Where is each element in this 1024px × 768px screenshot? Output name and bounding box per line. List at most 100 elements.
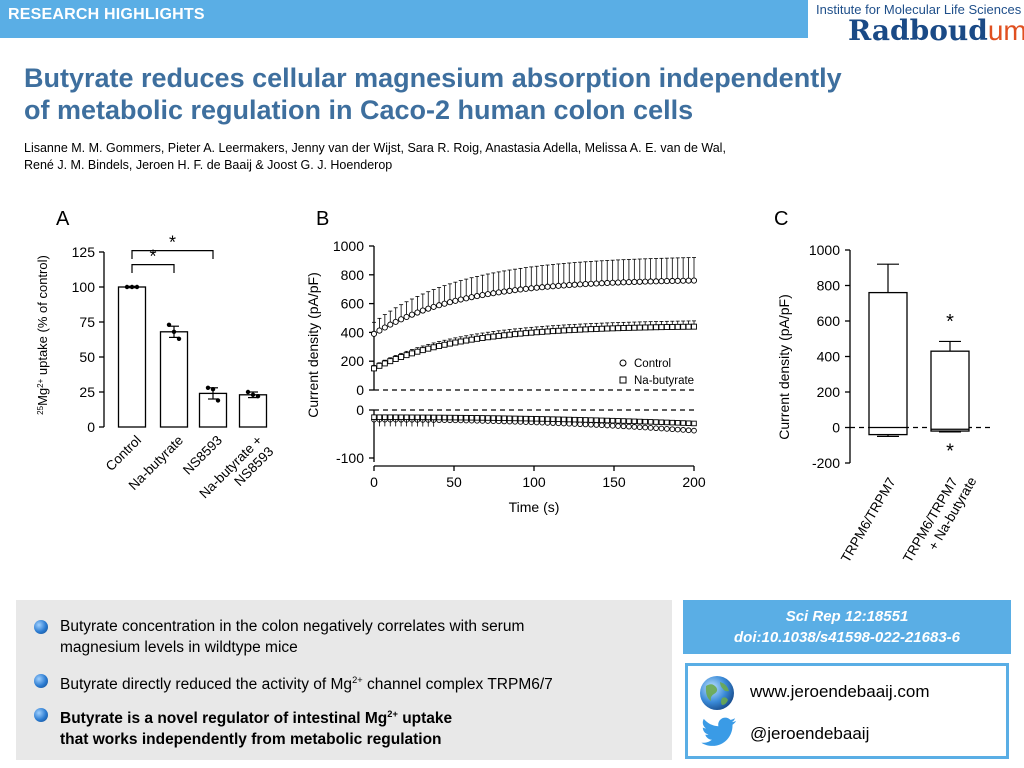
twitter-handle[interactable]: @jeroendebaaij <box>750 724 870 743</box>
data-point-butyrate <box>387 358 394 365</box>
data-point-butyrate <box>495 332 502 339</box>
data-point-butyrate <box>587 326 594 333</box>
data-point-butyrate <box>484 334 491 341</box>
data-point-control <box>414 309 421 316</box>
data-point-control <box>685 277 692 284</box>
highlight-sup: 2+ <box>387 709 398 719</box>
data-point-butyrate <box>669 324 676 330</box>
data-point-control <box>544 283 551 290</box>
bullet-icon <box>34 620 48 634</box>
y-tick-label: 600 <box>341 296 365 312</box>
data-point-control <box>680 427 687 433</box>
y-tick-label: 125 <box>72 244 96 260</box>
significance-star: * <box>946 441 954 463</box>
data-point-control <box>441 300 448 307</box>
data-point-butyrate <box>463 337 470 344</box>
website-link[interactable]: www.jeroendebaaij.com <box>750 682 930 701</box>
data-point <box>250 392 256 397</box>
data-point-control <box>691 427 697 434</box>
data-point-control <box>636 278 643 285</box>
data-point-butyrate <box>425 414 431 421</box>
data-point <box>255 394 261 399</box>
data-point-control <box>582 281 589 288</box>
y-tick-label: -100 <box>336 450 364 466</box>
y-tick-label: 1000 <box>809 242 840 258</box>
y-tick-label: 400 <box>817 349 841 365</box>
data-point-control <box>387 321 394 328</box>
authors-line2: René J. M. Bindels, Jeroen H. F. de Baai… <box>24 158 393 172</box>
y-tick-label: 0 <box>356 382 364 398</box>
data-point-butyrate <box>577 326 584 333</box>
globe-icon <box>700 676 734 710</box>
data-point-butyrate <box>620 325 627 331</box>
logo-institute: Institute for Molecular Life Sciences <box>816 2 1022 17</box>
data-point-butyrate <box>392 414 399 420</box>
y-tick-label: -200 <box>812 455 840 471</box>
data-point-control <box>425 305 432 312</box>
data-point-butyrate <box>452 414 459 421</box>
highlight-line: that works independently from metabolic … <box>60 731 442 749</box>
data-point-butyrate <box>517 330 524 337</box>
y-tick-label: 800 <box>817 278 841 294</box>
data-point-control <box>626 423 632 430</box>
data-point-butyrate <box>539 416 545 422</box>
data-point-butyrate <box>599 417 605 424</box>
data-point-butyrate <box>403 352 410 359</box>
data-point-butyrate <box>447 414 453 421</box>
data-point <box>134 284 140 290</box>
y-axis-label: 25Mg2+ uptake (% of control) <box>35 255 50 415</box>
data-point-control <box>669 277 676 285</box>
data-point-control <box>642 424 649 431</box>
highlight-text: Butyrate concentration in the colon nega… <box>60 616 670 658</box>
data-point-control <box>501 288 508 295</box>
data-point-butyrate <box>479 415 486 421</box>
data-point-butyrate <box>468 415 475 421</box>
data-point-butyrate <box>674 420 681 426</box>
significance-bracket <box>131 250 214 259</box>
data-point-butyrate <box>615 325 622 332</box>
y-tick-label: 800 <box>341 267 365 283</box>
data-point-control <box>403 313 410 320</box>
data-point-butyrate <box>631 418 638 425</box>
data-point-butyrate <box>533 416 540 422</box>
data-point-control <box>468 294 475 301</box>
header-banner: RESEARCH HIGHLIGHTS <box>0 0 808 38</box>
data-point-butyrate <box>376 414 383 420</box>
data-point-butyrate <box>506 415 513 422</box>
data-point-butyrate <box>495 415 502 421</box>
highlights-box: Butyrate concentration in the colon nega… <box>16 600 672 760</box>
data-point-butyrate <box>566 416 573 423</box>
data-point <box>245 389 251 395</box>
data-point-control <box>615 279 622 286</box>
data-point-control <box>549 283 557 290</box>
data-point <box>124 284 130 290</box>
data-point-butyrate <box>571 326 578 333</box>
data-point-butyrate <box>501 415 507 421</box>
logo-brand: Radboudumc <box>848 14 1024 47</box>
data-point-butyrate <box>626 418 632 424</box>
legend-label: Na-butyrate <box>634 375 694 387</box>
highlight-part: Butyrate is a novel regulator of intesti… <box>60 710 388 728</box>
data-point-butyrate <box>387 414 394 420</box>
bullet-icon <box>34 674 48 688</box>
data-point-butyrate <box>685 323 692 330</box>
data-point-control <box>452 297 459 304</box>
x-category-label: Control <box>103 433 144 474</box>
journal-reference: Sci Rep 12:18551 <box>785 608 909 625</box>
significance-star: * <box>149 247 156 267</box>
data-point <box>166 322 172 327</box>
data-point-control <box>446 299 453 306</box>
data-point-butyrate <box>544 416 551 422</box>
x-category-label-line: Control <box>103 433 144 474</box>
bar <box>159 331 189 428</box>
data-point-butyrate <box>533 329 540 336</box>
x-category-label-line: TRPM6/TRPM7 <box>838 475 899 565</box>
doi-link[interactable]: doi:10.1038/s41598-022-21683-6 <box>734 629 960 646</box>
data-point-control <box>392 318 399 325</box>
data-point-control <box>663 278 670 285</box>
social-box: www.jeroendebaaij.com @jeroendebaaij <box>685 663 1009 759</box>
data-point-butyrate <box>419 347 426 354</box>
data-point-butyrate <box>512 331 518 338</box>
data-point-control <box>609 279 616 286</box>
